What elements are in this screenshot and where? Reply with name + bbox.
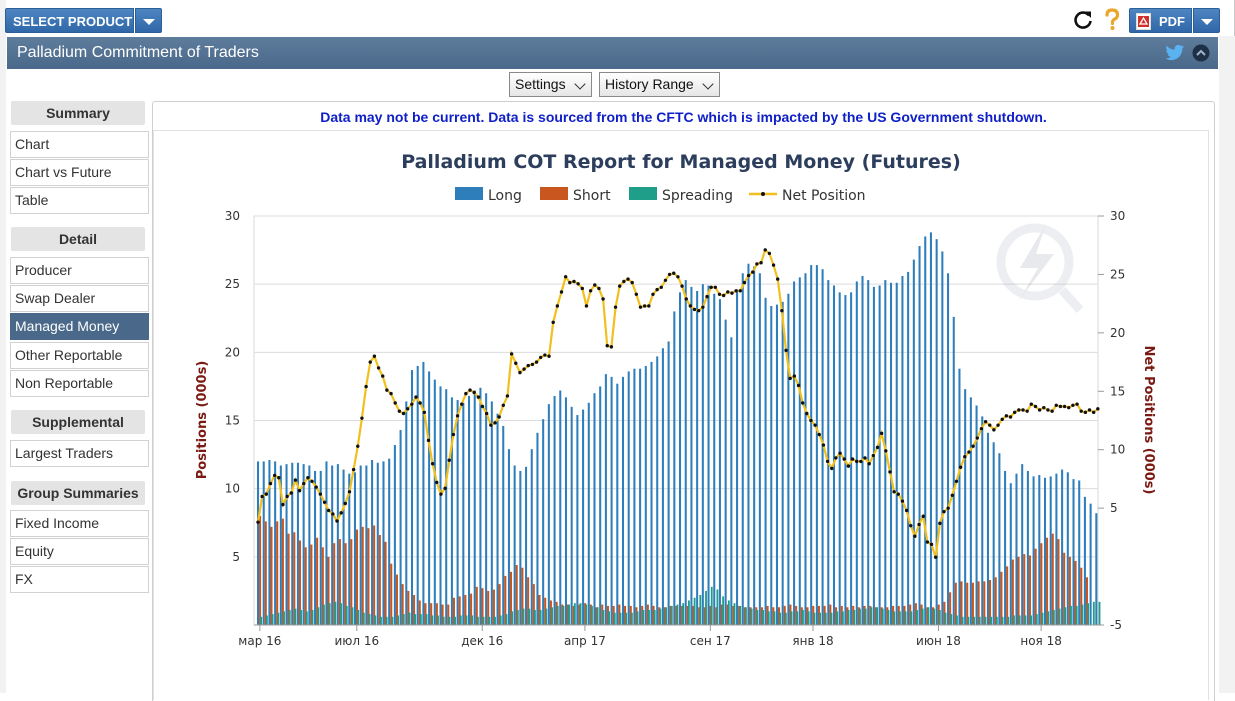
history-range-dropdown[interactable]: History Range [599,72,720,97]
sidebar-item-chart[interactable]: Chart [10,131,149,158]
collapse-icon[interactable] [1192,44,1210,62]
sidebar-item-fixed-income[interactable]: Fixed Income [10,510,149,537]
sidebar-section-group-summaries: Group Summaries [11,481,145,505]
sidebar-item-fx[interactable]: FX [10,566,149,593]
refresh-icon[interactable] [1072,9,1094,31]
chevron-down-icon [1201,19,1213,25]
sidebar-item-other-reportable[interactable]: Other Reportable [10,342,149,369]
sidebar-item-largest-traders[interactable]: Largest Traders [10,440,149,467]
sidebar-item-non-reportable[interactable]: Non Reportable [10,370,149,397]
twitter-icon[interactable] [1165,44,1185,62]
sidebar-section-summary: Summary [11,101,145,125]
chevron-down-icon [574,78,586,90]
chevron-down-icon [702,78,714,90]
chart-frame [153,130,1209,700]
help-icon[interactable] [1101,8,1123,32]
pdf-label: PDF [1159,14,1185,29]
sidebar-item-chart-vs-future[interactable]: Chart vs Future [10,159,149,186]
select-product-dropdown-toggle[interactable] [135,8,162,33]
sidebar-item-table[interactable]: Table [10,187,149,214]
sidebar-item-producer[interactable]: Producer [10,257,149,284]
page-title: Palladium Commitment of Traders [17,44,259,61]
page-title-bar: Palladium Commitment of Traders [7,37,1218,69]
sidebar-item-equity[interactable]: Equity [10,538,149,565]
sidebar-section-supplemental: Supplemental [11,410,145,434]
right-gutter [1219,36,1235,693]
pdf-file-icon [1136,13,1151,30]
sidebar-item-managed-money[interactable]: Managed Money [10,313,149,340]
select-product-button[interactable]: SELECT PRODUCT [5,8,134,33]
top-toolbar: SELECT PRODUCT PDF [0,0,1235,36]
left-gutter [0,0,6,693]
pdf-export-button[interactable]: PDF [1129,8,1192,33]
data-notice: Data may not be current. Data is sourced… [320,109,1047,125]
sidebar-item-swap-dealer[interactable]: Swap Dealer [10,285,149,312]
history-range-label: History Range [605,76,694,92]
pdf-dropdown-toggle[interactable] [1193,8,1220,33]
sidebar-section-detail: Detail [11,227,145,251]
settings-label: Settings [515,76,566,92]
chevron-down-icon [143,19,155,25]
settings-dropdown[interactable]: Settings [509,72,592,97]
